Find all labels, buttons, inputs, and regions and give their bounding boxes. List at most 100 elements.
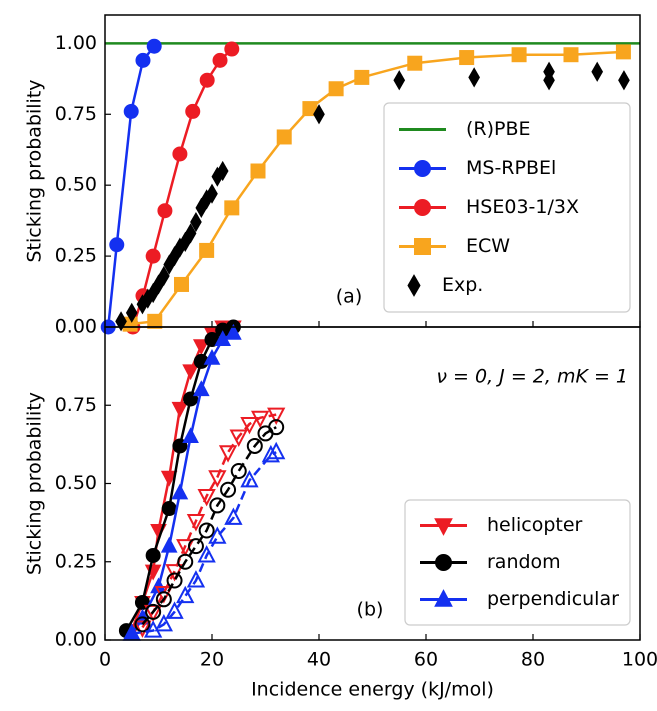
y-axis-label: Sticking probability (24, 79, 46, 262)
marker (407, 55, 423, 71)
series-line (141, 426, 277, 626)
marker (267, 441, 286, 460)
x-tick-label: 60 (414, 649, 438, 671)
y-tick-label: 0.75 (55, 103, 97, 125)
y-tick-label: 0.50 (55, 472, 97, 494)
x-tick-label: 100 (622, 649, 657, 671)
x-tick-label: 0 (99, 649, 111, 671)
marker (276, 129, 292, 145)
marker (511, 47, 527, 63)
y-tick-label: 1.00 (55, 32, 97, 54)
y-axis-label: Sticking probability (24, 392, 46, 575)
marker (123, 103, 139, 119)
marker (414, 238, 431, 255)
legend-label: Exp. (442, 274, 483, 296)
marker (224, 200, 240, 216)
series-line (130, 332, 235, 635)
marker (176, 585, 195, 604)
marker (240, 469, 259, 488)
marker (197, 545, 216, 563)
marker (171, 483, 189, 500)
marker (172, 146, 188, 162)
marker (216, 160, 229, 182)
marker (250, 410, 270, 429)
x-tick-label: 40 (307, 649, 331, 671)
marker (125, 302, 138, 323)
marker (250, 163, 266, 179)
marker (135, 52, 151, 68)
marker (224, 41, 240, 57)
marker (434, 589, 453, 607)
marker (186, 514, 206, 532)
marker (199, 242, 215, 258)
marker (192, 339, 210, 356)
marker (174, 276, 190, 292)
y-tick-label: 0.00 (55, 629, 97, 651)
marker (220, 481, 237, 498)
marker (615, 44, 631, 60)
marker (563, 47, 579, 63)
marker (115, 311, 127, 332)
y-tick-label: 0.25 (55, 550, 97, 572)
plot-frame (104, 326, 641, 641)
marker (145, 248, 161, 264)
marker (313, 104, 325, 125)
marker (147, 313, 163, 329)
marker (240, 417, 259, 435)
legend-box (383, 102, 631, 313)
marker (230, 462, 247, 479)
marker (435, 554, 452, 571)
marker (134, 616, 151, 633)
marker (157, 203, 173, 219)
marker (198, 522, 215, 539)
marker (160, 470, 178, 487)
x-axis-label: Incidence energy (kJ/mol) (251, 679, 494, 701)
marker (197, 489, 216, 507)
marker (212, 52, 228, 68)
legend-label: ECW (466, 235, 510, 257)
marker (224, 507, 243, 525)
marker (414, 160, 431, 177)
marker (225, 323, 242, 340)
legend-label: perpendicular (487, 588, 619, 610)
marker (109, 237, 125, 253)
marker (246, 437, 263, 454)
legend-label: (R)PBE (466, 118, 531, 140)
legend-box (404, 499, 631, 626)
series-line (141, 413, 277, 629)
marker (199, 72, 215, 88)
marker (268, 419, 285, 436)
marker (161, 501, 177, 517)
marker (261, 444, 281, 463)
marker (618, 70, 630, 91)
legend-label: random (487, 551, 561, 573)
marker (190, 211, 202, 233)
marker (171, 401, 189, 418)
marker (154, 613, 174, 632)
y-tick-label: 0.75 (55, 394, 97, 416)
series-line (106, 45, 156, 328)
marker (146, 38, 162, 54)
marker (543, 61, 555, 82)
marker (203, 348, 221, 365)
marker (267, 407, 286, 426)
annotation: ν = 0, J = 2, mK = 1 (436, 366, 628, 388)
marker (158, 265, 170, 287)
series-line (131, 451, 277, 635)
marker (229, 429, 248, 447)
marker (184, 223, 197, 244)
y-tick-label: 0.25 (55, 245, 97, 267)
marker (165, 601, 184, 619)
marker (166, 572, 183, 589)
marker (218, 445, 238, 463)
marker (160, 536, 178, 553)
marker (208, 526, 227, 544)
marker (185, 103, 201, 119)
marker (155, 591, 172, 608)
panel-label: (b) (357, 599, 384, 621)
legend-label: MS-RPBEl (466, 157, 556, 179)
marker (468, 67, 480, 88)
marker (182, 364, 199, 381)
x-tick-label: 80 (521, 649, 545, 671)
marker (354, 69, 370, 85)
